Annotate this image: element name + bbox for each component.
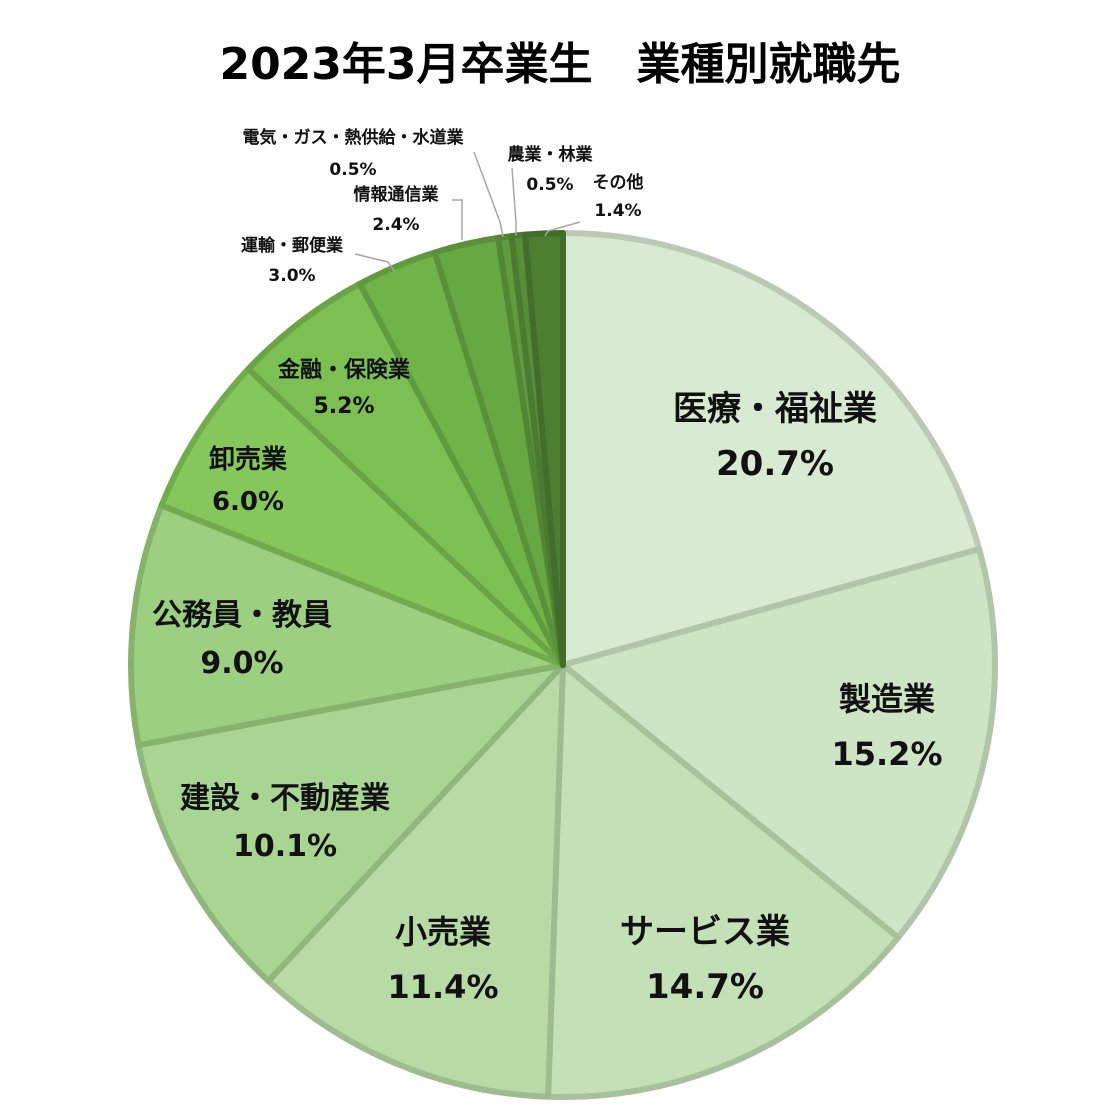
- slice-category-label: 農業・林業: [508, 144, 593, 165]
- slice-percent-label: 20.7%: [716, 444, 834, 484]
- slice-3: [265, 662, 566, 1100]
- slice-category-label: 建設・不動産業: [180, 781, 390, 816]
- slice-category-label: 情報通信業: [354, 184, 439, 205]
- slice-percent-label: 6.0%: [212, 487, 284, 517]
- slice-category-label: 小売業: [395, 913, 491, 951]
- slice-2: [545, 662, 902, 1100]
- leader-line-10: [473, 151, 504, 238]
- slice-percent-label: 15.2%: [831, 735, 942, 773]
- slice-12: [522, 230, 566, 668]
- slice-category-label: 運輸・郵便業: [241, 235, 343, 256]
- leader-line-8: [354, 253, 396, 273]
- slice-percent-label: 14.7%: [646, 967, 764, 1007]
- slice-labels: 医療・福祉業 20.7% 製造業 15.2% サービス業 14.7% 小売業 11.4% 建設・…: [152, 127, 943, 1007]
- slice-percent-label: 10.1%: [233, 829, 337, 864]
- slice-1: [560, 546, 998, 941]
- slice-5: [128, 502, 566, 749]
- slice-0: [560, 230, 983, 668]
- slice-percent-label: 2.4%: [372, 215, 419, 235]
- slice-6: [158, 366, 566, 668]
- slice-category-label: 金融・保険業: [277, 357, 411, 383]
- slice-category-label: 医療・福祉業: [673, 389, 877, 429]
- leader-lines: [354, 151, 581, 273]
- leader-line-12: [544, 221, 581, 237]
- pie-slices: [128, 230, 998, 1100]
- slice-category-label: 製造業: [839, 680, 935, 718]
- slice-percent-label: 9.0%: [200, 646, 283, 681]
- chart-title: 2023年3月卒業生 業種別就職先: [219, 39, 901, 90]
- slice-percent-label: 3.0%: [268, 266, 315, 286]
- slice-category-label: サービス業: [620, 912, 790, 952]
- leader-line-9: [452, 199, 463, 240]
- leader-line-11: [511, 167, 517, 236]
- slice-percent-label: 11.4%: [387, 968, 498, 1006]
- slice-percent-label: 1.4%: [594, 201, 641, 221]
- slice-percent-label: 0.5%: [329, 160, 376, 180]
- slice-4: [135, 662, 566, 985]
- slice-category-label: その他: [593, 172, 644, 193]
- slice-percent-label: 5.2%: [313, 394, 374, 419]
- slice-category-label: 卸売業: [209, 444, 287, 475]
- slice-category-label: 公務員・教員: [152, 598, 332, 633]
- slice-category-label: 電気・ガス・熱供給・水道業: [243, 127, 464, 148]
- slice-percent-label: 0.5%: [526, 175, 573, 195]
